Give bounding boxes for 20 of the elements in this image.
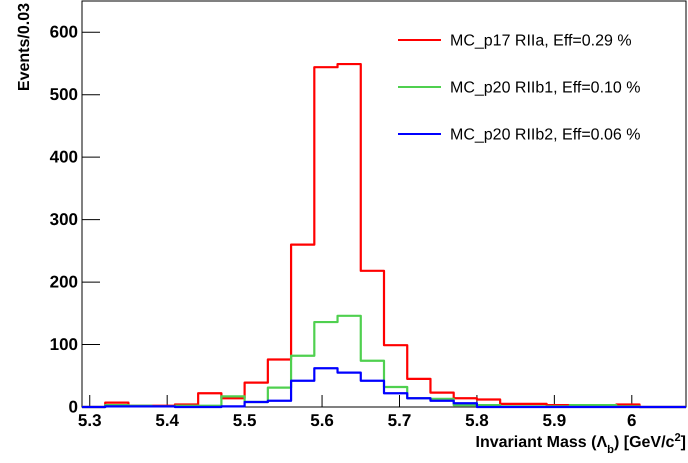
legend-label: MC_p17 RIIa, Eff=0.29 % [450, 32, 632, 50]
y-tick-label: 100 [50, 334, 78, 354]
legend-label: MC_p20 RIIb2, Eff=0.06 % [450, 126, 640, 144]
y-tick-label: 400 [50, 148, 78, 167]
y-tick-label: 500 [50, 85, 78, 104]
y-tick-label: 200 [50, 272, 78, 292]
x-tick-label: 5.3 [78, 411, 102, 430]
y-axis-title: Events/0.03 [16, 2, 33, 92]
y-tick-label: 600 [50, 22, 78, 42]
y-tick-label: 0 [68, 397, 78, 416]
x-tick-label: 5.8 [465, 411, 489, 430]
x-tick-label: 5.6 [310, 411, 334, 430]
x-tick-label: 5.9 [542, 411, 566, 430]
x-tick-label: 5.7 [388, 411, 412, 430]
legend-label: MC_p20 RIIb1, Eff=0.10 % [450, 80, 640, 97]
x-tick-label: 5.5 [232, 411, 256, 430]
y-tick-label: 300 [50, 210, 78, 230]
x-tick-label: 5.4 [155, 411, 180, 430]
x-tick-label: 6 [627, 411, 637, 430]
x-axis-title: Invariant Mass (Λ$_{b}$) [GeV/c$^{2}$] [476, 432, 686, 456]
